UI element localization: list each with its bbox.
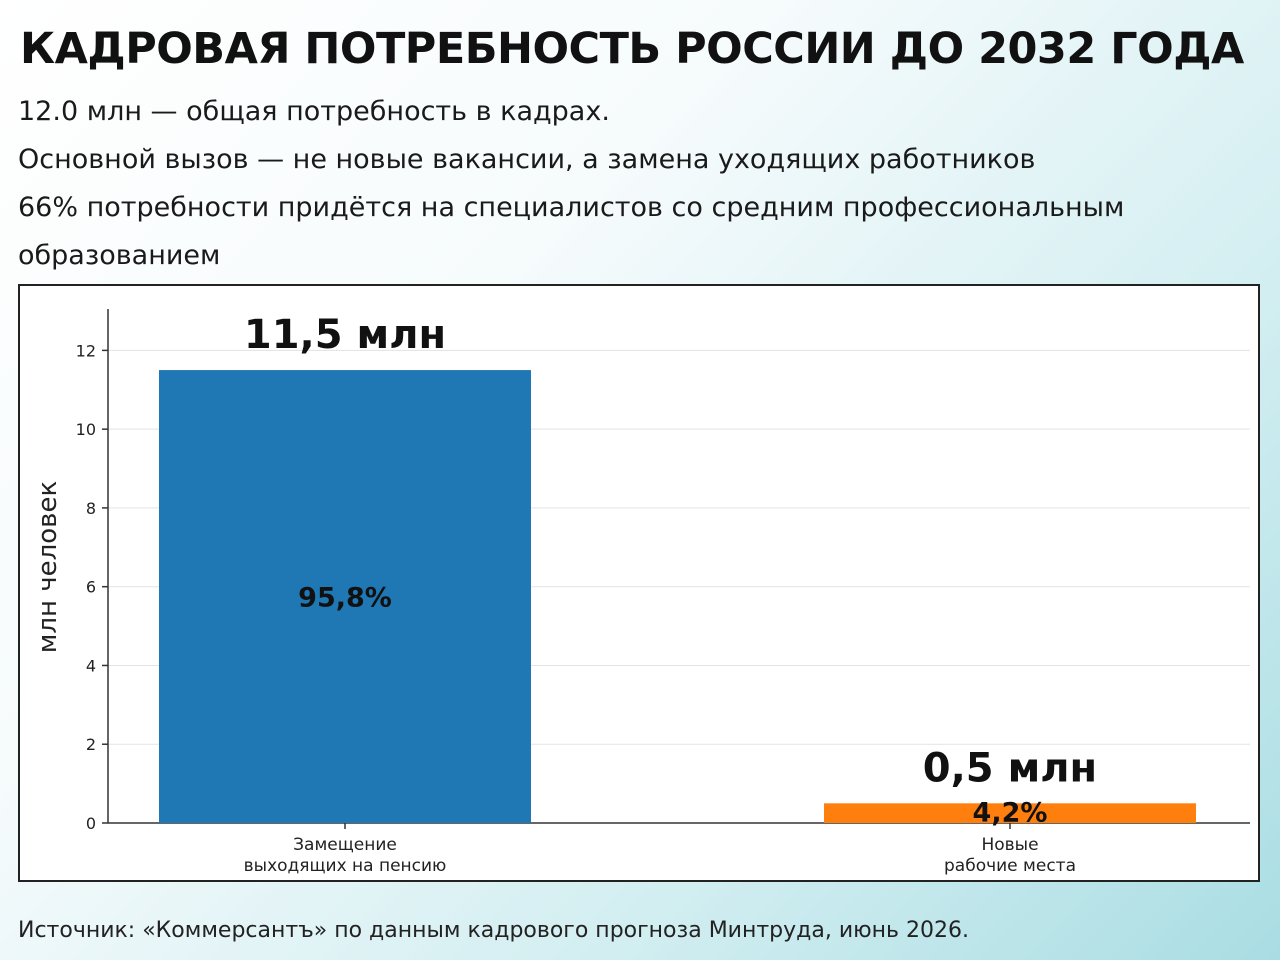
- summary-line-total: 12.0 млн — общая потребность в кадрах.: [18, 96, 610, 127]
- source-note: Источник: «Коммерсантъ» по данным кадров…: [18, 918, 969, 943]
- bar-1: [824, 803, 1196, 823]
- value-label-1: 0,5 млн: [923, 745, 1097, 791]
- y-tick-label-3: 6: [86, 578, 96, 597]
- summary-line-share-cont: образованием: [18, 240, 221, 271]
- share-label-0: 95,8%: [298, 583, 392, 614]
- bar-chart: 0 2 4 6 8 10 12 млн человек 11,5 млн 95,8% Замещен…: [33, 309, 1250, 876]
- y-tick-label-1: 2: [86, 735, 96, 754]
- y-tick-label-2: 4: [86, 656, 96, 675]
- page-title: КАДРОВАЯ ПОТРЕБНОСТЬ РОССИИ ДО 2032 ГОДА: [20, 24, 1244, 74]
- category-label-1-line-1: рабочие места: [944, 856, 1076, 876]
- summary-line-challenge: Основной вызов — не новые вакансии, а за…: [18, 144, 1036, 175]
- value-label-0: 11,5 млн: [244, 312, 446, 358]
- y-tick-label-0: 0: [86, 814, 96, 833]
- category-label-1-line-0: Новые: [981, 835, 1038, 855]
- y-tick-label-4: 8: [86, 499, 96, 518]
- y-tick-label-6: 12: [76, 341, 96, 360]
- chart-panel: 0 2 4 6 8 10 12 млн человек 11,5 млн 95,8% Замещен…: [18, 284, 1260, 882]
- category-label-0-line-1: выходящих на пенсию: [244, 856, 447, 876]
- category-label-0-line-0: Замещение: [293, 835, 397, 855]
- summary-line-share: 66% потребности придётся на специалистов…: [18, 192, 1125, 223]
- y-tick-label-5: 10: [76, 420, 96, 439]
- bar-0: [159, 370, 531, 823]
- y-axis-label: млн человек: [33, 481, 63, 653]
